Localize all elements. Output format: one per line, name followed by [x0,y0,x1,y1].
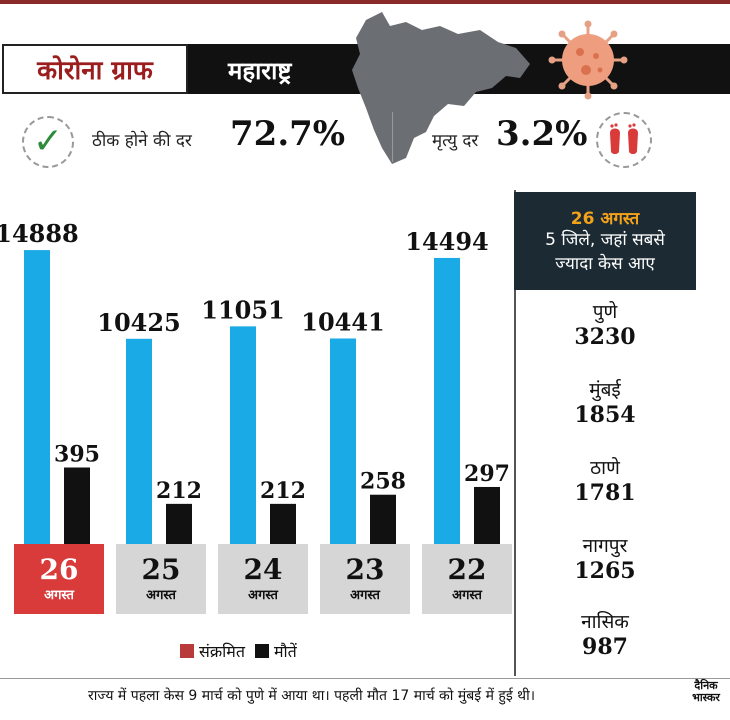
date-box: 22 अगस्त [422,544,512,614]
date-month: अगस्त [146,587,176,603]
side-panel-subtitle-2: ज्यादा केस आए [555,253,655,274]
rates-divider [392,112,393,162]
legend-item-deaths: मौतें [254,640,297,662]
date-box: 24 अगस्त [218,544,308,614]
date-day: 26 [39,553,79,587]
district-name: ठाणे [590,457,620,479]
logo-line-2: भास्कर [692,690,720,704]
district-name: पुणे [592,301,618,323]
infected-value-label: 14494 [405,227,489,256]
legend-swatch-infected [180,644,194,658]
recovery-circle: ✓ [22,116,74,168]
title-box: कोरोना ग्राफ [2,44,188,94]
death-bar [370,494,396,546]
district-cases: 1265 [574,558,636,584]
district-name: मुंबई [589,379,621,401]
cases-bar-chart: 14888 395 10425 212 11051 212 10441 258 14494 297 [0,219,510,546]
legend-label-deaths: मौतें [273,642,297,661]
infected-bar [230,326,256,546]
logo-line-1: दैनिक [694,679,718,692]
death-value-label: 212 [156,478,202,504]
state-name: महाराष्ट्र [228,57,292,85]
death-circle [596,112,652,168]
recovery-rate-label: ठीक होने की दर [92,131,192,151]
district-item: पुणे 3230 [540,298,670,350]
side-panel-header: 26 अगस्त 5 जिले, जहां सबसे ज्यादा केस आए [514,192,696,290]
infected-value-label: 14888 [0,219,79,248]
check-icon: ✓ [32,121,64,162]
virus-icon [548,20,628,100]
infected-value-label: 10441 [301,307,385,336]
infected-bar [330,338,356,546]
side-panel-subtitle-1: 5 जिले, जहां सबसे [545,229,665,250]
infected-value-label: 10425 [97,308,181,337]
death-value-label: 395 [54,441,100,467]
infected-bar [126,338,152,546]
death-bar [64,467,90,546]
date-day: 22 [447,553,487,587]
date-month: अगस्त [452,587,482,603]
page-title: कोरोना ग्राफ [37,56,153,86]
death-rate-label: मृत्यु दर [432,131,479,151]
district-item: मुंबई 1854 [540,376,670,428]
footnote: राज्य में पहला केस 9 मार्च को पुणे में आ… [88,688,536,704]
date-box: 23 अगस्त [320,544,410,614]
date-box: 25 अगस्त [116,544,206,614]
date-month: अगस्त [44,587,74,603]
date-month: अगस्त [350,587,380,603]
death-value-label: 212 [260,478,306,504]
maharashtra-map-icon [352,12,530,164]
district-item: नागपुर 1265 [540,532,670,584]
district-cases: 3230 [574,324,636,350]
side-divider [514,190,516,676]
legend-label-infected: संक्रमित [199,642,245,661]
death-value-label: 297 [464,461,510,487]
district-cases: 1854 [574,402,636,428]
top-rule [0,0,730,4]
district-item: ठाणे 1781 [540,454,670,506]
date-month: अगस्त [248,587,278,603]
death-bar [270,503,296,546]
recovery-rate-value: 72.7% [230,114,346,154]
date-day: 23 [345,553,385,587]
date-box: 26 अगस्त [14,544,104,614]
side-panel-date: 26 अगस्त [570,208,640,229]
death-value-label: 258 [360,469,406,495]
death-bar [166,503,192,546]
date-day: 25 [141,553,181,587]
district-cases: 1781 [574,480,636,506]
legend-swatch-deaths [254,644,269,658]
district-name: नासिक [581,611,629,633]
dainik-bhaskar-logo: दैनिक भास्कर [684,680,728,714]
legend: संक्रमित मौतें [180,640,297,662]
date-day: 24 [243,553,283,587]
infected-value-label: 11051 [201,295,285,324]
legend-item-infected: संक्रमित [180,640,245,662]
footprints-icon [610,123,638,154]
death-rate-value: 3.2% [496,114,588,154]
bottom-rule [0,678,730,679]
infected-bar [24,250,50,546]
death-bar [474,486,500,546]
district-cases: 987 [582,634,628,660]
district-item: नासिक 987 [540,608,670,660]
district-name: नागपुर [582,535,628,557]
infected-bar [434,257,460,546]
